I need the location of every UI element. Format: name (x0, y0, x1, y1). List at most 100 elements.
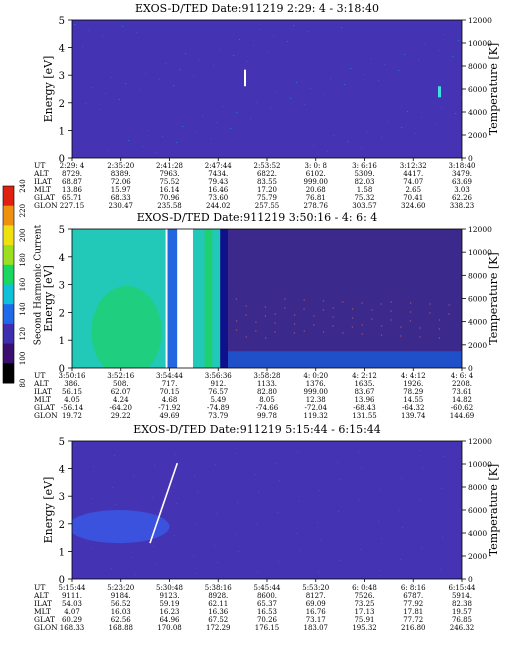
orbit-cell: 1376. (306, 380, 326, 388)
orbit-cell: 77.92 (403, 600, 423, 608)
colorbar-swatch (3, 363, 14, 384)
orbit-cell: 13.86 (62, 186, 83, 194)
chart-title: EXOS-D/TED Date:911219 3:50:16 - 4: 6: 4 (137, 211, 378, 224)
orbit-cell: 2:47:44 (205, 162, 233, 170)
orbit-cell: 338.23 (450, 202, 475, 210)
orbit-cell: 17.13 (354, 608, 374, 616)
orbit-cell: 303.57 (352, 202, 377, 210)
orbit-cell: 4.05 (64, 396, 80, 404)
y2-tick-label: 0 (468, 154, 473, 163)
orbit-cell: 6787. (403, 592, 423, 600)
orbit-cell: 216.80 (401, 624, 426, 632)
orbit-cell: 183.07 (304, 624, 329, 632)
chart-panel-3: EXOS-D/TED Date:911219 5:15:44 - 6:15:44… (33, 423, 500, 632)
orbit-cell: 244.02 (206, 202, 231, 210)
orbit-cell: 2.65 (405, 186, 421, 194)
colorbar-frame (2, 185, 15, 384)
y2-tick-label: 12000 (468, 437, 492, 446)
colorbar-swatch (3, 323, 14, 345)
orbit-cell: 176.15 (255, 624, 280, 632)
orbit-cell: -74.66 (256, 404, 279, 412)
orbit-cell: 70.96 (159, 194, 180, 202)
orbit-cell: 4.68 (162, 396, 178, 404)
orbit-cell: 9184. (111, 592, 131, 600)
orbit-cell: 75.52 (159, 178, 179, 186)
orbit-cell: -74.89 (207, 404, 229, 412)
orbit-cell: 56.15 (62, 388, 82, 396)
orbit-cell: 70.41 (403, 194, 423, 202)
orbit-cell: 6822. (257, 170, 277, 178)
colorbar-swatch (3, 284, 14, 305)
orbit-cell: 8729. (62, 170, 82, 178)
orbit-cell: 168.88 (109, 624, 134, 632)
y-tick-label: 0 (59, 154, 65, 165)
orbit-cell: 75.32 (354, 194, 374, 202)
y-tick-label: 5 (59, 225, 65, 236)
orbit-row-label: ILAT (34, 387, 52, 396)
orbit-cell: -68.43 (353, 404, 375, 412)
orbit-cell: 67.52 (208, 616, 228, 624)
orbit-row-label: ILAT (34, 177, 52, 186)
orbit-cell: 1.58 (357, 186, 373, 194)
spectrogram-texture (74, 24, 462, 153)
orbit-cell: 3479. (452, 170, 472, 178)
orbit-cell: 49.69 (159, 412, 179, 420)
orbit-cell: 16.14 (159, 186, 180, 194)
orbit-cell: 4.24 (113, 396, 129, 404)
orbit-cell: 3:58:28 (254, 372, 281, 380)
orbit-cell: 3:52:16 (107, 372, 135, 380)
orbit-cell: 15.97 (111, 186, 131, 194)
y-axis-label: Energy [eV] (42, 265, 55, 332)
y2-tick-label: 2000 (468, 131, 487, 140)
orbit-cell: 8928. (208, 592, 228, 600)
orbit-cell: 4: 0:20 (303, 372, 328, 380)
orbit-cell: 5:53:20 (302, 584, 329, 592)
colorbar: 80 100 120 140 160 180 200 220 240 Second Harmoni… (2, 179, 44, 387)
y2-tick-label: 8000 (468, 62, 487, 71)
orbit-cell: 3:18:40 (449, 162, 476, 170)
orbit-cell: 5:23:20 (107, 584, 134, 592)
orbit-row-label: ALT (33, 591, 49, 600)
colorbar-label: Second Harmonic Current (34, 224, 44, 345)
orbit-cell: 144.69 (450, 412, 475, 420)
orbit-cell: 16.03 (111, 608, 131, 616)
orbit-cell: 6: 8:16 (401, 584, 426, 592)
orbit-cell: -64.32 (402, 404, 424, 412)
orbit-cell: 76.85 (452, 616, 472, 624)
orbit-cell: 76.81 (306, 194, 326, 202)
orbit-cell: 131.55 (352, 412, 377, 420)
orbit-cell: 99.78 (257, 412, 277, 420)
colorbar-tick-label: 220 (19, 204, 27, 217)
orbit-row-label: GLON (34, 623, 58, 632)
y2-tick-label: 12000 (468, 225, 492, 234)
orbit-cell: 7526. (354, 592, 374, 600)
orbit-cell: 7434. (208, 170, 228, 178)
orbit-cell: 4: 6: 4 (451, 372, 474, 380)
y2-tick-label: 2000 (468, 552, 487, 561)
chart-title: EXOS-D/TED Date:911219 5:15:44 - 6:15:44 (133, 423, 381, 436)
orbit-cell: 170.08 (157, 624, 182, 632)
orbit-cell: 246.32 (450, 624, 475, 632)
colorbar-swatch (3, 186, 14, 207)
y2-axis-label: Temperature [K] (487, 252, 500, 344)
orbit-cell: 257.55 (255, 202, 280, 210)
orbit-cell: 999.00 (304, 388, 329, 396)
orbit-cell: 83.55 (257, 178, 277, 186)
orbit-cell: 62.56 (111, 616, 132, 624)
orbit-cell: 168.33 (60, 624, 85, 632)
orbit-cell: 3:56:36 (205, 372, 233, 380)
orbit-cell: 5:30:48 (156, 584, 183, 592)
orbit-cell: 14.82 (452, 396, 472, 404)
colorbar-tick-label: 140 (19, 302, 27, 315)
colorbar-tick-label: 160 (19, 278, 27, 291)
colorbar-swatch (3, 304, 14, 325)
y2-tick-label: 10000 (468, 248, 492, 257)
y-tick-label: 1 (59, 126, 65, 137)
colorbar-tick-label: 100 (19, 352, 27, 365)
y2-tick-label: 6000 (468, 295, 487, 304)
orbit-cell: 3.03 (454, 186, 470, 194)
orbit-cell: 4.07 (64, 608, 80, 616)
y-tick-label: 4 (59, 465, 65, 476)
